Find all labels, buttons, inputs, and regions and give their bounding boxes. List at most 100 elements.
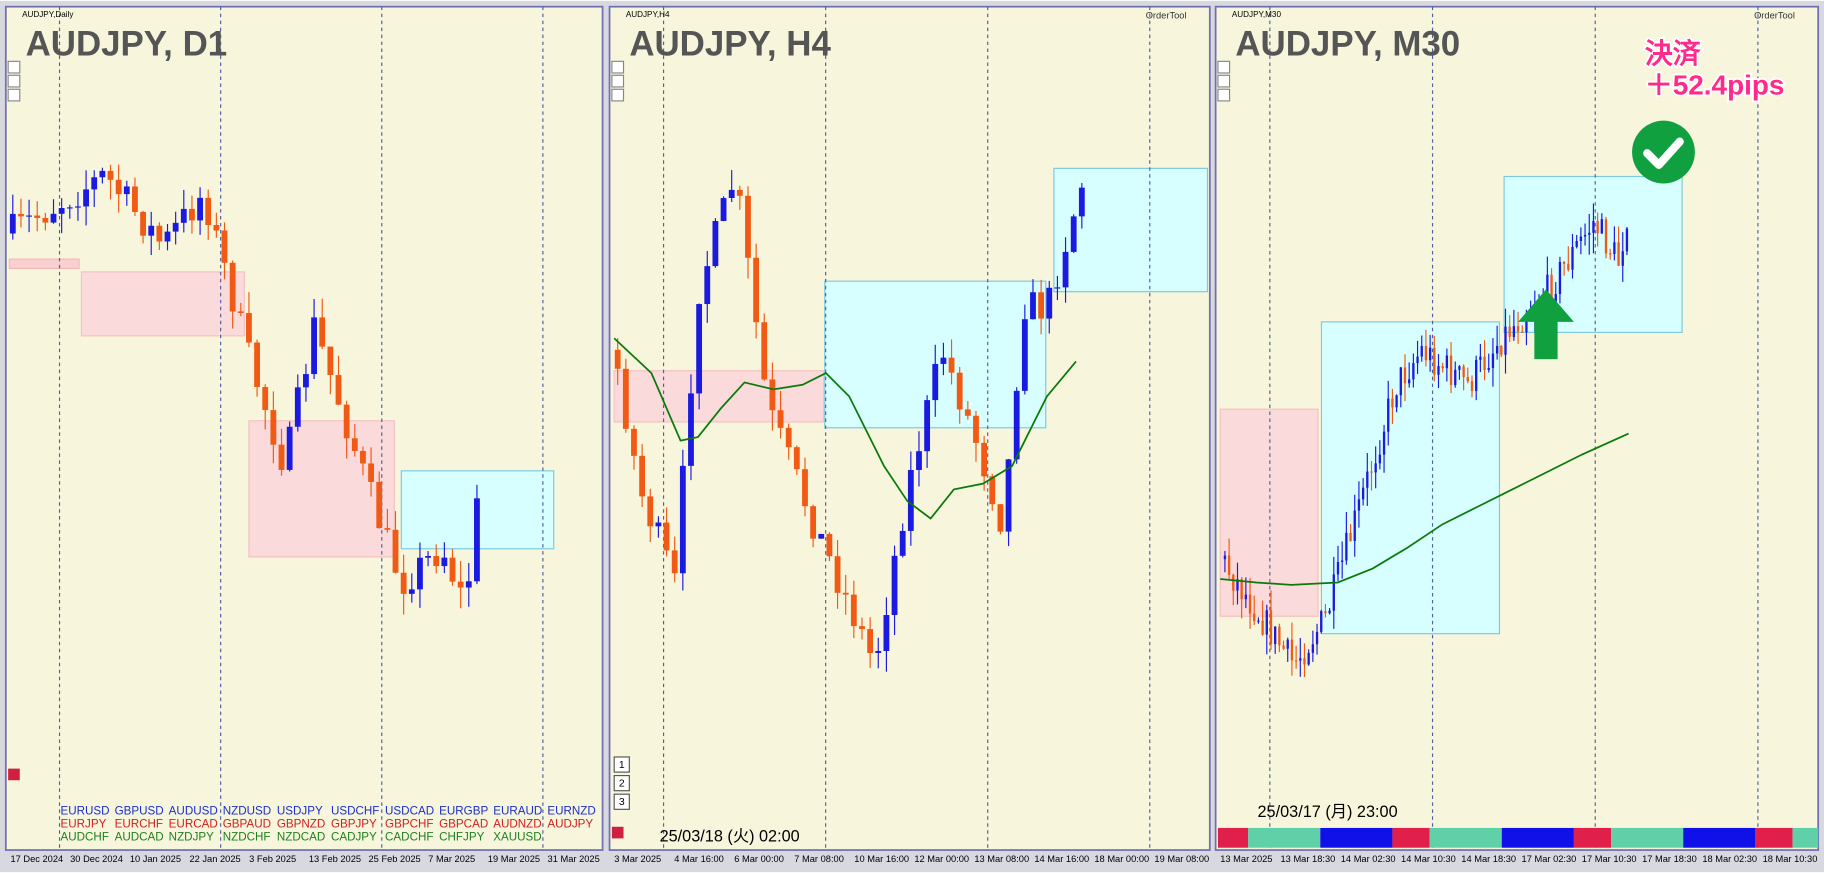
candle-body	[973, 415, 979, 443]
tool-button[interactable]	[613, 793, 630, 810]
moving-average	[1220, 432, 1629, 586]
symbol-button[interactable]: EURJPY	[60, 818, 106, 831]
symbol-button[interactable]: EURAUD	[493, 805, 542, 818]
symbol-button[interactable]: GBPNZD	[277, 818, 325, 831]
candle-body	[1579, 236, 1583, 241]
candle-body	[647, 496, 654, 527]
candle-body	[343, 404, 350, 439]
symbol-button[interactable]: GBPUSD	[115, 805, 164, 818]
candle-body	[1403, 367, 1407, 384]
candle-body	[1336, 561, 1340, 575]
symbol-button[interactable]: USDCHF	[331, 805, 379, 818]
date-label: 10 Mar 16:00	[854, 854, 909, 864]
candle-body	[631, 428, 637, 456]
candle-body	[319, 317, 326, 347]
candle-body	[229, 262, 236, 312]
symbol-button[interactable]: NZDCHF	[223, 830, 271, 843]
symbol-button[interactable]: AUDNZD	[493, 818, 541, 831]
candle-body	[1328, 610, 1331, 614]
symbol-button[interactable]: CADJPY	[331, 830, 377, 843]
candle-body	[1303, 658, 1306, 665]
symbol-button[interactable]: GBPCHF	[385, 818, 433, 831]
date-label: 30 Dec 2024	[70, 854, 123, 864]
candle-body	[761, 322, 768, 380]
close-button	[611, 826, 624, 839]
candle-body	[294, 387, 301, 427]
symbol-button[interactable]: EURCHF	[115, 818, 163, 831]
candle-body	[1491, 353, 1495, 368]
candle-body	[1341, 560, 1344, 562]
candle-body	[50, 213, 57, 223]
candle-body	[156, 225, 163, 242]
candle-body	[1357, 499, 1361, 511]
symbol-button[interactable]: GBPAUD	[223, 818, 271, 831]
candle-body	[115, 179, 122, 195]
candle-body	[99, 170, 106, 178]
symbol-button[interactable]: XAUUSD	[493, 830, 541, 843]
candle-body	[1416, 356, 1419, 364]
candle-body	[956, 372, 963, 410]
symbol-button[interactable]: AUDCHF	[60, 830, 108, 843]
symbol-button[interactable]: NZDJPY	[169, 830, 214, 843]
candle-body	[1412, 363, 1415, 380]
candle-body	[883, 615, 890, 651]
candle-body	[392, 529, 399, 573]
date-label: 14 Mar 02:30	[1341, 854, 1396, 864]
candle-body	[351, 438, 358, 451]
date-label: 25 Feb 2025	[369, 854, 421, 864]
candle-body	[1013, 390, 1020, 460]
tool-button[interactable]	[613, 775, 630, 792]
candle-body	[1395, 395, 1398, 408]
symbol-button[interactable]: AUDUSD	[169, 805, 218, 818]
candle-body	[1437, 366, 1440, 375]
candle-body	[1445, 355, 1449, 369]
symbol-button[interactable]: NZDCAD	[277, 830, 325, 843]
symbol-button[interactable]: EURNZD	[547, 805, 595, 818]
signal-bar	[1683, 827, 1756, 848]
candle-body	[964, 409, 971, 416]
candle-body	[818, 533, 825, 539]
symbol-button[interactable]: USDJPY	[277, 805, 323, 818]
symbol-button[interactable]: NZDUSD	[223, 805, 271, 818]
date-label: 6 Mar 00:00	[734, 854, 784, 864]
candle-body	[172, 222, 179, 232]
symbol-button[interactable]: USDCAD	[385, 805, 434, 818]
candle-body	[1495, 345, 1499, 354]
signal-bar	[1501, 827, 1574, 848]
date-label: 13 Feb 2025	[309, 854, 361, 864]
candle-body	[1462, 366, 1465, 378]
candle-body	[1588, 232, 1591, 235]
symbol-button[interactable]: CHFJPY	[439, 830, 484, 843]
scroll-button	[611, 74, 625, 88]
candle-body	[1278, 626, 1281, 646]
symbol-button[interactable]: EURGBP	[439, 805, 488, 818]
symbol-button[interactable]: EURCAD	[169, 818, 218, 831]
small-title: AUDJPY,H4	[626, 10, 670, 19]
symbol-button[interactable]: GBPCAD	[439, 818, 488, 831]
symbol-button[interactable]: GBPJPY	[331, 818, 377, 831]
date-label: 17 Dec 2024	[10, 854, 63, 864]
date-label: 22 Jan 2025	[189, 854, 240, 864]
candle-body	[66, 207, 73, 209]
candle-body	[932, 363, 939, 401]
symbol-button[interactable]: AUDCAD	[115, 830, 164, 843]
tool-button[interactable]	[613, 756, 630, 773]
candle-body	[360, 450, 366, 464]
candle-body	[417, 557, 423, 590]
candle-body	[1441, 366, 1444, 369]
candle-body	[384, 528, 391, 530]
candle-body	[400, 572, 407, 594]
candle-body	[1366, 471, 1369, 488]
candle-body	[1005, 459, 1012, 532]
signal-bar	[1755, 827, 1793, 848]
symbol-button[interactable]: CADCHF	[385, 830, 433, 843]
order-tool: OrderTool	[1146, 10, 1187, 20]
candle-body	[679, 465, 686, 574]
candle-body	[1567, 263, 1570, 270]
symbol-button[interactable]: AUDJPY	[547, 818, 593, 831]
symbol-button[interactable]: EURUSD	[60, 805, 109, 818]
candle-body	[1315, 631, 1319, 645]
candle-body	[924, 400, 931, 452]
candle-body	[1286, 639, 1289, 649]
